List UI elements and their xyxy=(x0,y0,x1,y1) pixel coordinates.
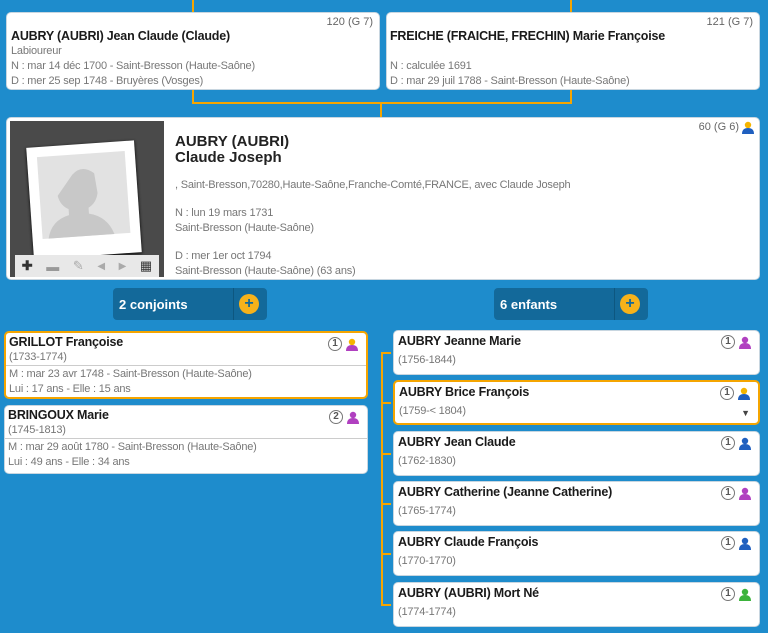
arrow-right-icon[interactable]: ▶ xyxy=(118,260,127,272)
order-badge: 2 xyxy=(329,410,343,424)
order-badge: 1 xyxy=(720,386,734,401)
death-place: Saint-Bresson (Haute-Saône) (63 ans) xyxy=(175,265,356,277)
add-child-button[interactable]: + xyxy=(620,294,640,314)
child-dates: (1770-1770) xyxy=(398,555,456,568)
divider xyxy=(5,438,367,439)
child-name: AUBRY Catherine (Jeanne Catherine) xyxy=(398,484,613,499)
child-card[interactable]: AUBRY Jeanne Marie 1 (1756-1844) xyxy=(393,330,760,375)
spouse-card[interactable]: BRINGOUX Marie 2 (1745-1813) M : mar 29 aoû… xyxy=(4,405,368,474)
silhouette-icon xyxy=(36,151,131,239)
ages: Lui : 49 ans - Elle : 34 ans xyxy=(8,456,130,468)
child-dates: (1756-1844) xyxy=(398,354,456,366)
marriage: M : mar 29 août 1780 - Saint-Bresson (Ha… xyxy=(8,441,257,453)
connector-line xyxy=(381,452,391,455)
connector-line xyxy=(192,102,572,104)
connector-line xyxy=(570,0,572,12)
child-card[interactable]: AUBRY Claude François 1 (1770-1770) xyxy=(393,531,760,577)
child-name: AUBRY Jean Claude xyxy=(398,434,516,449)
ages: Lui : 17 ans - Elle : 15 ans xyxy=(9,383,131,395)
connector-line xyxy=(381,402,391,405)
person-icon xyxy=(346,338,358,351)
birth-date: N : lun 19 mars 1731 xyxy=(175,207,274,219)
film-icon[interactable]: ▦ xyxy=(139,258,153,273)
birth: N : mar 14 déc 1700 - Saint-Bresson (Hau… xyxy=(11,60,255,72)
birth-place: Saint-Bresson (Haute-Saône) xyxy=(175,222,314,234)
connector-line xyxy=(381,603,391,606)
child-card[interactable]: AUBRY Jean Claude 1 (1762-1830) xyxy=(393,430,760,476)
spouse-name: BRINGOUX Marie xyxy=(8,408,109,422)
spouses-button[interactable]: 2 conjoints + xyxy=(113,288,267,320)
main-surname: AUBRY (AUBRI) xyxy=(175,133,290,150)
birth: N : calculée 1691 xyxy=(390,60,472,72)
children-button[interactable]: 6 enfants + xyxy=(494,288,648,320)
marriage: M : mar 23 avr 1748 - Saint-Bresson (Hau… xyxy=(9,368,252,380)
child-name: AUBRY (AUBRI) Mort Né xyxy=(398,585,539,600)
note: , Saint-Bresson,70280,Haute-Saône,Franch… xyxy=(175,179,571,191)
photo-panel: ✚ ▬ ✎ ◀ ▶ ▦ xyxy=(10,121,164,277)
pencil-icon[interactable]: ✎ xyxy=(72,258,84,273)
chevron-down-icon[interactable]: ▼ xyxy=(741,408,750,419)
child-card[interactable]: AUBRY (AUBRI) Mort Né 1 (1774-1774) xyxy=(393,581,760,627)
divider xyxy=(233,288,234,320)
connector-line xyxy=(380,102,382,117)
order-badge: 1 xyxy=(721,536,735,551)
spouse-dates: (1733-1774) xyxy=(9,351,67,363)
child-dates: (1762-1830) xyxy=(398,454,456,467)
death-date: D : mer 1er oct 1794 xyxy=(175,250,272,262)
connector-line xyxy=(381,352,391,354)
death: D : mer 25 sep 1748 - Bruyères (Vosges) xyxy=(11,75,204,87)
connector-line xyxy=(192,0,194,12)
person-male-icon xyxy=(742,121,754,134)
connector-line xyxy=(570,90,572,103)
child-dates: (1774-1774) xyxy=(398,605,456,618)
connector-line xyxy=(192,90,194,103)
add-spouse-button[interactable]: + xyxy=(239,294,259,314)
photo-toolbar: ✚ ▬ ✎ ◀ ▶ ▦ xyxy=(15,255,159,277)
spouses-label: 2 conjoints xyxy=(119,297,188,312)
person-icon xyxy=(738,388,750,401)
placeholder-photo[interactable] xyxy=(26,140,142,260)
child-name: AUBRY Jeanne Marie xyxy=(398,334,521,348)
spouse-card[interactable]: GRILLOT Françoise 1 (1733-1774) M : mar 23 … xyxy=(4,331,368,399)
connector-line xyxy=(381,553,391,556)
child-name: AUBRY Brice François xyxy=(399,385,530,400)
person-icon xyxy=(739,588,751,601)
child-dates: (1765-1774) xyxy=(398,504,456,517)
spouse-dates: (1745-1813) xyxy=(8,424,66,436)
person-name: AUBRY (AUBRI) Jean Claude (Claude) xyxy=(11,29,230,43)
person-icon xyxy=(739,487,751,500)
sosa-number: 121 (G 7) xyxy=(706,16,753,28)
connector-line xyxy=(381,502,391,505)
main-person-card: ✚ ▬ ✎ ◀ ▶ ▦ 60 (G 6) AUBRY (AUBRI) Claud… xyxy=(6,117,760,280)
order-badge: 1 xyxy=(721,335,735,349)
occupation: Labioureur xyxy=(11,45,62,57)
order-badge: 1 xyxy=(721,485,735,500)
order-badge: 1 xyxy=(721,586,735,601)
minus-icon[interactable]: ▬ xyxy=(46,258,60,274)
main-given-name: Claude Joseph xyxy=(175,149,282,166)
person-icon xyxy=(739,537,751,551)
child-name: AUBRY Claude François xyxy=(398,535,539,550)
divider xyxy=(614,288,615,320)
child-card[interactable]: AUBRY Catherine (Jeanne Catherine) 1 (1765… xyxy=(393,480,760,526)
plus-icon[interactable]: ✚ xyxy=(21,258,33,273)
sosa-number: 60 (G 6) xyxy=(698,121,739,133)
person-icon xyxy=(347,411,359,424)
mother-card[interactable]: 121 (G 7) FREICHE (FRAICHE, FRECHIN) Mar… xyxy=(386,12,760,90)
person-icon xyxy=(739,437,751,450)
children-label: 6 enfants xyxy=(500,297,558,312)
person-icon xyxy=(739,336,751,349)
order-badge: 1 xyxy=(721,435,735,450)
order-badge: 1 xyxy=(328,337,342,351)
children-bracket xyxy=(381,352,383,604)
father-card[interactable]: 120 (G 7) AUBRY (AUBRI) Jean Claude (Cla… xyxy=(6,12,380,90)
divider xyxy=(6,365,366,366)
child-dates: (1759-< 1804) xyxy=(399,405,466,418)
sosa-number: 120 (G 7) xyxy=(326,16,373,28)
death: D : mar 29 juil 1788 - Saint-Bresson (Ha… xyxy=(390,75,630,87)
person-name: FREICHE (FRAICHE, FRECHIN) Marie Françoi… xyxy=(390,29,665,43)
spouse-name: GRILLOT Françoise xyxy=(9,335,123,349)
arrow-left-icon[interactable]: ◀ xyxy=(97,260,106,272)
child-card[interactable]: AUBRY Brice François 1 (1759-< 1804) ▼ xyxy=(393,380,760,426)
